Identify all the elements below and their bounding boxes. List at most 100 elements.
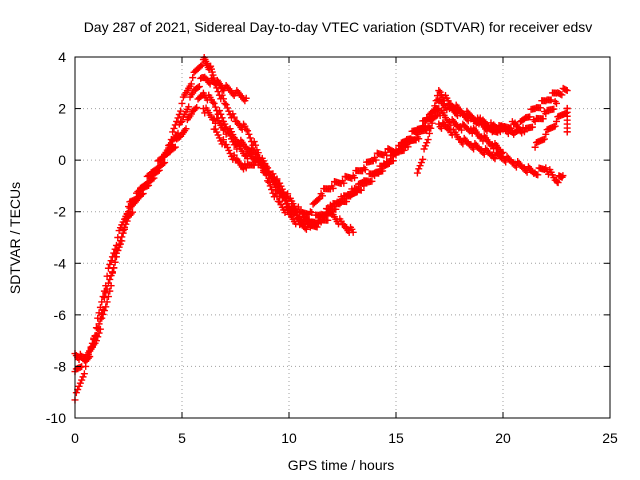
data-point — [419, 155, 427, 163]
data-point — [427, 124, 435, 132]
data-point — [531, 143, 539, 151]
data-point — [149, 175, 157, 183]
data-point — [213, 84, 221, 92]
data-point — [191, 105, 199, 113]
data-point — [379, 167, 387, 175]
data-point — [553, 99, 560, 107]
data-point — [273, 175, 281, 183]
data-point — [106, 260, 114, 268]
data-point — [424, 115, 432, 123]
data-point — [219, 95, 227, 103]
y-tick-label: -8 — [54, 358, 67, 374]
data-point — [95, 329, 103, 337]
data-point — [171, 143, 179, 151]
series-arc-3 — [71, 89, 443, 365]
data-point — [520, 128, 528, 136]
data-point — [554, 179, 562, 187]
data-point — [106, 287, 114, 295]
data-point — [432, 97, 440, 105]
data-point — [351, 174, 359, 182]
data-point — [72, 389, 80, 397]
data-point — [514, 127, 522, 135]
data-point — [221, 99, 229, 107]
data-point — [225, 107, 233, 115]
data-point — [102, 303, 110, 311]
data-point — [416, 162, 424, 170]
data-point — [347, 192, 355, 200]
data-point — [425, 129, 433, 137]
data-point — [79, 373, 87, 381]
data-point — [534, 171, 542, 179]
data-point — [118, 237, 126, 245]
grid — [75, 57, 610, 418]
data-point — [389, 157, 397, 165]
data-point — [182, 125, 190, 133]
data-point — [542, 130, 550, 138]
data-point — [170, 144, 178, 152]
data-point — [98, 314, 106, 322]
data-point — [177, 107, 185, 115]
data-point — [317, 215, 325, 223]
data-point — [170, 124, 178, 132]
data-point — [446, 125, 453, 133]
data-point — [349, 228, 357, 236]
x-tick-label: 0 — [71, 430, 79, 446]
data-point — [120, 223, 128, 231]
data-point — [161, 159, 169, 167]
data-point — [424, 136, 432, 144]
data-point — [526, 113, 534, 121]
series-arc-1 — [71, 53, 250, 404]
data-point — [244, 127, 252, 135]
data-point — [340, 179, 348, 187]
data-point — [245, 130, 253, 138]
data-point — [129, 208, 137, 216]
y-tick-label: -10 — [46, 410, 66, 426]
y-tick-label: 4 — [58, 49, 66, 65]
data-point — [210, 79, 218, 87]
data-point — [100, 307, 108, 315]
data-point — [372, 156, 380, 164]
data-point — [122, 220, 130, 228]
y-tick-label: -6 — [54, 307, 67, 323]
data-point — [112, 253, 120, 261]
data-point — [114, 246, 122, 254]
data-marks — [71, 53, 571, 404]
data-point — [159, 159, 167, 167]
data-point — [318, 192, 326, 200]
y-tick-label: 0 — [58, 152, 66, 168]
y-tick-label: -4 — [54, 255, 67, 271]
y-tick-label: -2 — [54, 204, 67, 220]
data-point — [107, 282, 115, 290]
data-point — [547, 96, 555, 104]
data-point — [314, 220, 322, 228]
data-point — [551, 122, 559, 130]
data-point — [381, 161, 389, 169]
data-point — [542, 164, 550, 172]
data-point — [383, 151, 391, 159]
data-point — [115, 243, 123, 251]
data-point — [230, 113, 238, 121]
data-point — [294, 203, 302, 211]
data-point — [403, 141, 411, 149]
data-point — [222, 101, 230, 109]
data-point — [106, 275, 114, 283]
data-point — [75, 382, 83, 390]
data-point — [557, 90, 565, 98]
data-point — [420, 123, 428, 131]
data-point — [194, 83, 202, 91]
data-point — [515, 126, 523, 134]
data-point — [415, 135, 423, 143]
data-point — [138, 190, 146, 198]
data-point — [262, 164, 270, 172]
data-point — [103, 298, 111, 306]
data-point — [550, 105, 558, 113]
data-point — [284, 190, 292, 198]
data-point — [209, 98, 217, 106]
data-point — [429, 114, 437, 122]
x-tick-label: 15 — [388, 430, 404, 446]
x-tick-label: 20 — [495, 430, 511, 446]
data-point — [210, 99, 218, 107]
data-point — [102, 289, 110, 297]
data-point — [219, 136, 227, 144]
data-point — [563, 128, 571, 136]
